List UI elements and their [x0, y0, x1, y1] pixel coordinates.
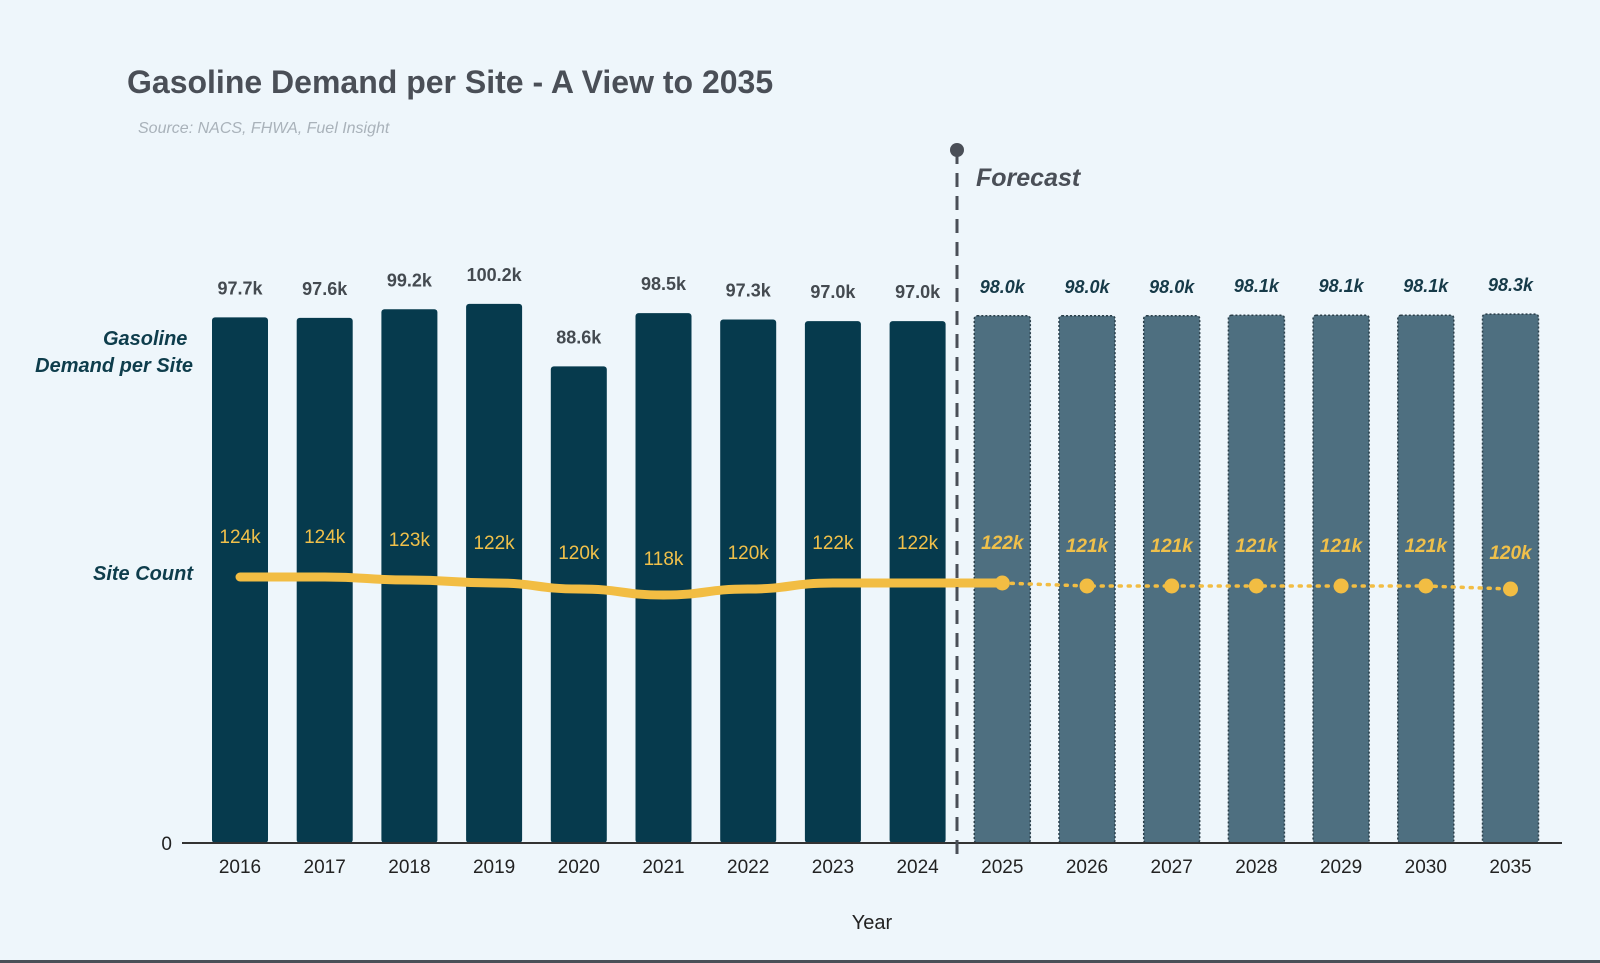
- bar-axis-label: Gasoline Demand per Site: [35, 328, 193, 377]
- site-count-point-2025: [994, 575, 1010, 591]
- site-count-label-2035: 120k: [1489, 543, 1533, 564]
- bar-value-label-2017: 97.6k: [302, 279, 348, 299]
- site-count-label-2030: 121k: [1405, 536, 1449, 557]
- bar-2019: [466, 303, 523, 843]
- x-tick-2030: 2030: [1405, 857, 1447, 878]
- site-count-label-2021: 118k: [644, 549, 684, 570]
- site-count-line-actual: [235, 572, 1007, 600]
- site-count-label-2019: 122k: [473, 533, 515, 554]
- bar-value-label-2026: 98.0k: [1064, 277, 1110, 297]
- bar-value-label-2021: 98.5k: [641, 274, 687, 294]
- x-tick-2027: 2027: [1151, 857, 1193, 878]
- chart-title: Gasoline Demand per Site - A View to 203…: [127, 64, 773, 100]
- x-tick-2019: 2019: [473, 857, 515, 878]
- x-tick-2035: 2035: [1489, 857, 1531, 878]
- line-axis-label: Site Count: [93, 563, 194, 585]
- bar-axis-label-line-2: Demand per Site: [35, 355, 193, 377]
- site-count-label-2025: 122k: [981, 533, 1025, 554]
- bar-value-label-2020: 88.6k: [556, 327, 602, 347]
- bar-value-label-2024: 97.0k: [895, 282, 941, 302]
- x-axis-title: Year: [852, 912, 893, 934]
- bar-value-label-2028: 98.1k: [1234, 276, 1280, 296]
- site-count-point-2027: [1164, 578, 1180, 594]
- bar-2022: [720, 319, 777, 843]
- bar-value-label-2019: 100.2k: [467, 265, 523, 285]
- bar-2021: [635, 313, 692, 843]
- x-tick-2018: 2018: [388, 857, 430, 878]
- bar-value-label-2035: 98.3k: [1488, 275, 1534, 295]
- site-count-label-2020: 120k: [558, 543, 600, 564]
- labels-layer: 97.7k 2016 124k 97.6k 2017 124k 99.2k 2018 123k 1…: [217, 265, 1534, 878]
- site-count-point-2026: [1079, 578, 1095, 594]
- x-tick-2024: 2024: [896, 857, 939, 878]
- x-tick-2023: 2023: [812, 857, 854, 878]
- bar-2035: [1481, 313, 1540, 844]
- bar-value-label-2023: 97.0k: [810, 282, 856, 302]
- bar-value-label-2018: 99.2k: [387, 270, 433, 290]
- site-count-label-2027: 121k: [1151, 536, 1195, 557]
- site-count-label-2029: 121k: [1320, 536, 1364, 557]
- forecast-label: Forecast: [976, 164, 1082, 192]
- chart-subtitle: Source: NACS, FHWA, Fuel Insight: [138, 120, 390, 137]
- site-count-label-2026: 121k: [1066, 536, 1110, 557]
- bar-value-label-2030: 98.1k: [1403, 276, 1449, 296]
- line-layer: [235, 572, 1518, 600]
- y-zero-tick: 0: [161, 834, 172, 855]
- site-count-label-2024: 122k: [897, 533, 939, 554]
- site-count-label-2016: 124k: [219, 527, 261, 548]
- x-tick-2016: 2016: [219, 857, 261, 878]
- bar-axis-label-line-1: Gasoline: [103, 328, 187, 350]
- site-count-point-2035: [1503, 581, 1518, 597]
- bar-value-label-2022: 97.3k: [726, 281, 772, 301]
- site-count-label-2018: 123k: [389, 530, 431, 551]
- forecast-divider-marker: [950, 143, 964, 157]
- x-tick-2028: 2028: [1235, 857, 1277, 878]
- site-count-label-2017: 124k: [304, 527, 346, 548]
- site-count-label-2028: 121k: [1235, 536, 1279, 557]
- site-count-label-2023: 122k: [812, 533, 854, 554]
- x-tick-2020: 2020: [558, 857, 600, 878]
- bar-value-label-2029: 98.1k: [1319, 276, 1365, 296]
- site-count-point-2029: [1333, 578, 1349, 594]
- bar-value-label-2025: 98.0k: [980, 277, 1026, 297]
- x-tick-2029: 2029: [1320, 857, 1362, 878]
- x-tick-2017: 2017: [304, 857, 346, 878]
- x-tick-2025: 2025: [981, 857, 1023, 878]
- site-count-point-2028: [1248, 578, 1264, 594]
- x-tick-2021: 2021: [642, 857, 684, 878]
- bar-value-label-2016: 97.7k: [217, 278, 263, 298]
- x-tick-2026: 2026: [1066, 857, 1108, 878]
- x-tick-2022: 2022: [727, 857, 769, 878]
- bar-value-label-2027: 98.0k: [1149, 277, 1195, 297]
- bars-layer: [212, 303, 1540, 844]
- bottom-border: [0, 960, 1600, 963]
- site-count-label-2022: 120k: [728, 543, 770, 564]
- site-count-point-2030: [1418, 578, 1434, 594]
- bar-2020: [550, 366, 607, 843]
